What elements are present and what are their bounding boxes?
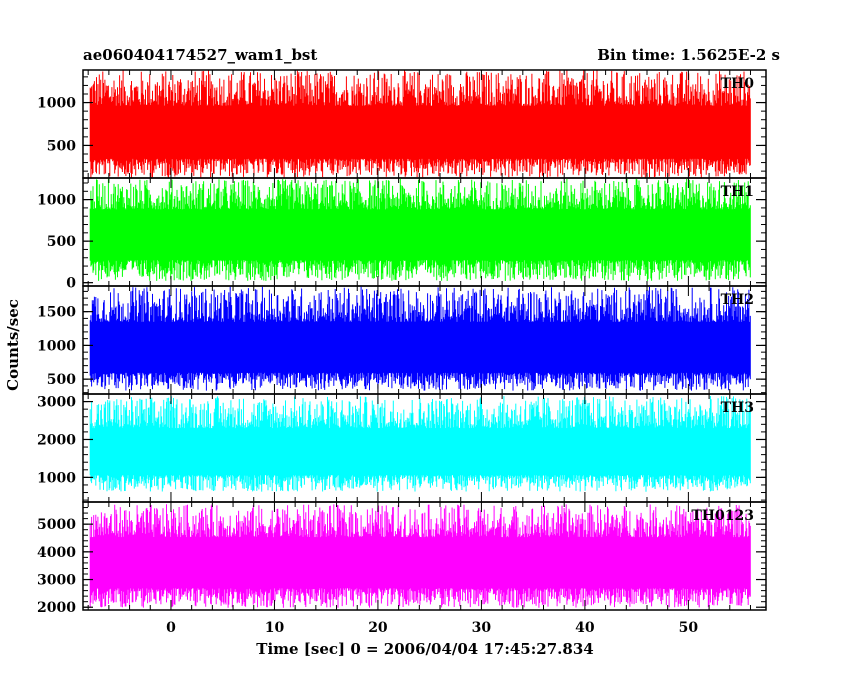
chart-title-left: ae060404174527_wam1_bst (83, 46, 317, 64)
y-tick-label: 5000 (37, 517, 76, 533)
series-th3 (89, 396, 751, 492)
y-tick-label: 2000 (37, 600, 76, 616)
panels-group: 5001000TH005001000TH150010001500TH210002… (37, 69, 767, 636)
panel-th2: 500 1000 1500 TH2 (37, 285, 767, 395)
x-tick-label: 0 (166, 620, 176, 636)
x-tick-label: 30 (472, 620, 492, 636)
y-tick-label: 3000 (37, 573, 76, 589)
panel-label: TH0 (721, 76, 755, 92)
x-axis-label: Time [sec] 0 = 2006/04/04 17:45:27.834 (256, 640, 593, 658)
y-tick-label: 1000 (37, 193, 76, 209)
panel-th3: 1000 2000 3000 TH3 (37, 393, 767, 503)
y-axis-label: Counts/sec (4, 299, 22, 391)
y-tick-label: 1500 (37, 305, 76, 321)
y-tick-label: 1000 (37, 470, 76, 486)
panel-label: TH3 (721, 400, 754, 416)
panel-th0123: 2000 3000 4000 5000 TH0123 (37, 501, 767, 616)
x-tick-label: 10 (265, 620, 285, 636)
panel-label: TH1 (721, 184, 754, 200)
y-tick-label: 3000 (37, 395, 76, 411)
y-tick-label: 4000 (37, 545, 76, 561)
panel-label: TH0123 (691, 508, 754, 524)
series-th0123 (89, 504, 751, 608)
panel-frame (82, 501, 767, 611)
panel-label: TH2 (721, 292, 754, 308)
series-th1 (89, 178, 751, 281)
x-tick-label: 40 (575, 620, 595, 636)
y-tick-label: 1000 (37, 338, 76, 354)
y-tick-label: 1000 (37, 96, 76, 112)
panel-th0: 500 1000 TH0 (37, 69, 767, 179)
y-tick-label: 500 (47, 138, 76, 154)
x-tick-label: 50 (679, 620, 699, 636)
y-tick-label: 500 (47, 234, 76, 250)
chart-title-right: Bin time: 1.5625E-2 s (597, 46, 780, 64)
series-th0 (89, 70, 751, 178)
series-th2 (89, 286, 751, 391)
y-tick-label: 500 (47, 372, 76, 388)
x-tick-label: 20 (368, 620, 388, 636)
panel-th1: 0 500 1000 TH1 (37, 177, 767, 292)
y-tick-label: 0 (66, 276, 76, 292)
y-tick-label: 2000 (37, 432, 76, 448)
